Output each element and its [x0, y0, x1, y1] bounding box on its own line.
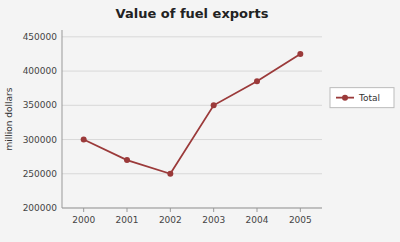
grid-line	[62, 71, 322, 72]
legend-box	[330, 88, 394, 108]
x-tick-label: 2002	[159, 215, 182, 225]
grid-line	[62, 36, 322, 37]
x-tick-label: 2000	[72, 215, 95, 225]
title: Value of fuel exports	[116, 6, 269, 21]
chart: Value of fuel exports 200000 250000 300000 3…	[0, 0, 400, 242]
x-tick-label: 2004	[246, 215, 269, 225]
x-tick	[127, 208, 128, 212]
x-tick	[300, 208, 301, 212]
x-tick-label: 2005	[289, 215, 312, 225]
legend-marker	[342, 95, 348, 101]
x-tick	[83, 208, 84, 212]
grid-line	[62, 208, 322, 209]
marker	[124, 157, 130, 163]
x-tick	[257, 208, 258, 212]
marker	[81, 137, 87, 143]
background	[0, 0, 400, 242]
y-tick-label: 450000	[23, 32, 58, 42]
x-tick	[213, 208, 214, 212]
grid-line	[62, 105, 322, 106]
legend-label: Total	[358, 93, 380, 103]
x-tick-label: 2003	[202, 215, 225, 225]
y-tick-label: 400000	[23, 66, 58, 76]
y-tick-label: 250000	[23, 169, 58, 179]
x-tick-label: 2001	[116, 215, 139, 225]
legend: Total	[330, 88, 394, 108]
line	[84, 54, 301, 174]
y-axis-label: million dollars	[4, 87, 14, 150]
y-tick-label: 200000	[23, 203, 58, 213]
marker	[297, 51, 303, 57]
grid-line	[62, 173, 322, 174]
x-tick	[170, 208, 171, 212]
y-tick-label: 300000	[23, 135, 58, 145]
plot-area	[81, 51, 304, 177]
y-axis	[62, 30, 63, 208]
marker	[254, 78, 260, 84]
marker	[167, 171, 173, 177]
x-axis	[62, 208, 322, 209]
marker	[211, 102, 217, 108]
y-tick-label: 350000	[23, 100, 58, 110]
